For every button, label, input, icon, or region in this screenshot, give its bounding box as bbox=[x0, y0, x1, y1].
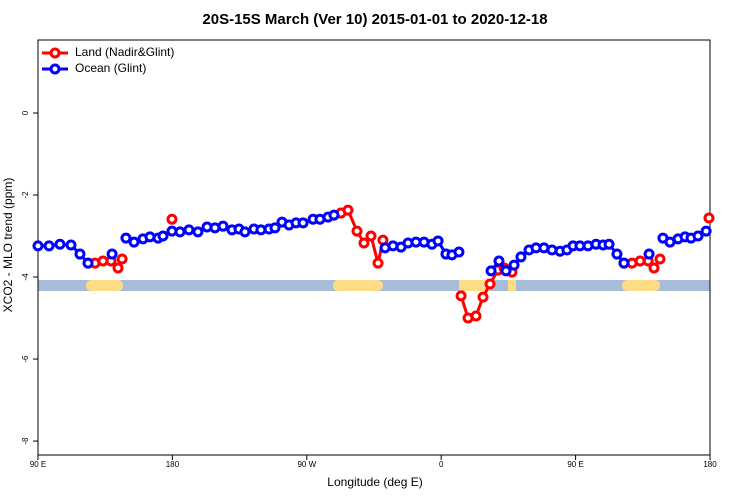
point bbox=[611, 248, 623, 260]
point bbox=[351, 225, 363, 237]
point bbox=[183, 224, 195, 236]
point bbox=[82, 257, 94, 269]
legend-label: Land (Nadir&Glint) bbox=[75, 45, 174, 59]
surface-band bbox=[38, 280, 710, 291]
land-band bbox=[86, 280, 123, 291]
point bbox=[328, 209, 340, 221]
x-tick-label: 90 W bbox=[297, 460, 316, 469]
point bbox=[453, 246, 465, 258]
point bbox=[432, 235, 444, 247]
x-tick-label: 90 E bbox=[567, 460, 583, 469]
point bbox=[643, 248, 655, 260]
x-tick-label: 180 bbox=[703, 460, 717, 469]
point bbox=[239, 226, 251, 238]
point bbox=[32, 240, 44, 252]
point bbox=[112, 262, 124, 274]
point bbox=[192, 226, 204, 238]
series-line bbox=[88, 210, 709, 318]
point bbox=[477, 291, 489, 303]
point bbox=[358, 237, 370, 249]
point bbox=[455, 290, 467, 302]
x-tick-label: 0 bbox=[439, 460, 444, 469]
y-tick-label: 0 bbox=[21, 110, 30, 115]
point bbox=[120, 232, 132, 244]
point bbox=[692, 230, 704, 242]
point bbox=[269, 222, 281, 234]
y-tick-label: -8 bbox=[21, 437, 30, 445]
point bbox=[217, 220, 229, 232]
land-band bbox=[622, 280, 660, 291]
point bbox=[603, 238, 615, 250]
chart-title: 20S-15S March (Ver 10) 2015-01-01 to 202… bbox=[202, 11, 547, 28]
point bbox=[618, 257, 630, 269]
x-tick-label: 180 bbox=[166, 460, 180, 469]
y-tick-label: -6 bbox=[21, 355, 30, 363]
x-axis-label: Longitude (deg E) bbox=[327, 475, 422, 489]
point bbox=[54, 238, 66, 250]
point bbox=[116, 253, 128, 265]
point bbox=[157, 230, 169, 242]
point bbox=[700, 225, 712, 237]
point bbox=[128, 236, 140, 248]
point bbox=[43, 240, 55, 252]
point bbox=[500, 265, 512, 277]
point bbox=[515, 251, 527, 263]
point bbox=[648, 262, 660, 274]
point bbox=[508, 259, 520, 271]
point bbox=[485, 265, 497, 277]
point bbox=[654, 253, 666, 265]
point bbox=[342, 204, 354, 216]
point bbox=[297, 217, 309, 229]
point bbox=[484, 278, 496, 290]
point bbox=[365, 230, 377, 242]
point bbox=[493, 255, 505, 267]
land-band bbox=[333, 280, 383, 291]
x-tick-label: 90 E bbox=[30, 460, 46, 469]
point bbox=[470, 310, 482, 322]
point bbox=[174, 226, 186, 238]
land-band bbox=[508, 280, 516, 291]
point bbox=[372, 257, 384, 269]
y-tick-label: -4 bbox=[21, 273, 30, 281]
land-band bbox=[459, 280, 490, 291]
point bbox=[74, 248, 86, 260]
y-tick-label: -2 bbox=[21, 191, 30, 199]
legend-marker bbox=[49, 63, 61, 75]
legend-label: Ocean (Glint) bbox=[75, 61, 146, 75]
point bbox=[166, 213, 178, 225]
point bbox=[106, 248, 118, 260]
point bbox=[703, 212, 715, 224]
legend-marker bbox=[49, 47, 61, 59]
point bbox=[65, 239, 77, 251]
y-axis-label: XCO2 - MLO trend (ppm) bbox=[1, 178, 15, 313]
